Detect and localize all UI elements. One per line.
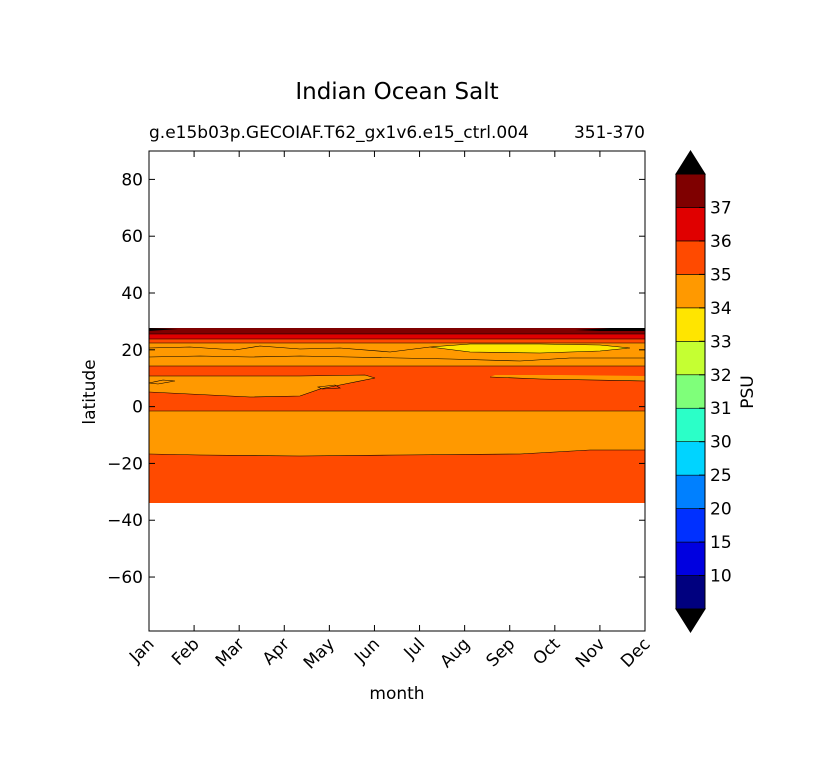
patch-over-max-west (149, 328, 178, 331)
colorbar-tick-label: 33 (710, 332, 732, 352)
colorbar-tick-label: 35 (710, 265, 732, 285)
contour-line (148, 379, 176, 385)
colorbar-segment (675, 274, 706, 309)
y-tick-label: 80 (121, 170, 143, 190)
colorbar-tick-label: 20 (710, 500, 732, 520)
colorbar-segment (675, 441, 706, 476)
colorbar-segment (675, 207, 706, 242)
x-tick-label: Feb (168, 634, 203, 669)
colorbar-segment (675, 173, 706, 208)
colorbar-segment (675, 307, 706, 342)
x-tick-label: May (300, 634, 339, 673)
x-axis-label: month (369, 684, 424, 704)
chart-subtitle-right: 351-370 (574, 123, 645, 143)
contour-line (148, 355, 645, 362)
colorbar: 10 15 20 25 30 31 32 33 34 35 36 37 (675, 150, 732, 633)
band-over-37 (149, 328, 645, 334)
x-tick-label: Aug (437, 634, 475, 672)
x-tick-label: Jan (125, 634, 158, 667)
contour-line (316, 384, 341, 390)
plot-frame (148, 150, 646, 632)
band-35-36-north (149, 339, 645, 343)
x-tick-label: Apr (259, 634, 294, 669)
y-axis: 80 60 40 20 0 −20 −40 −60 (107, 170, 645, 588)
colorbar-frame (675, 173, 706, 610)
band-35-36-south (149, 450, 645, 503)
x-tick-label: Sep (482, 634, 519, 671)
patch-34-35-west (149, 375, 375, 397)
contour-lines (148, 333, 646, 457)
contour-line (429, 343, 631, 354)
colorbar-tick-label: 32 (710, 366, 732, 386)
colorbar-tick-label: 37 (710, 198, 732, 218)
chart-subtitle-left: g.e15b03p.GECOIAF.T62_gx1v6.e15_ctrl.004 (149, 123, 529, 143)
y-axis-label: latitude (80, 359, 100, 424)
colorbar-segment (675, 474, 706, 509)
x-tick-label: Nov (572, 634, 610, 672)
contour-fill (149, 328, 645, 503)
colorbar-segment (675, 575, 706, 610)
patch-over-max-east (575, 328, 645, 331)
colorbar-tick-label: 10 (710, 567, 732, 587)
x-tick-label: Mar (212, 634, 249, 671)
y-tick-label: −20 (107, 454, 143, 474)
colorbar-tick-label: 36 (710, 232, 732, 252)
patch-33-34 (430, 344, 630, 353)
colorbar-extend-min (675, 608, 706, 633)
plot-area (148, 150, 646, 632)
colorbar-label: PSU (738, 375, 758, 409)
colorbar-segment (675, 341, 706, 376)
colorbar-segment (675, 541, 706, 576)
x-tick-label: Dec (617, 634, 654, 671)
y-tick-label: 60 (121, 227, 143, 247)
y-tick-label: 40 (121, 284, 143, 304)
y-tick-label: 20 (121, 341, 143, 361)
colorbar-segment (675, 508, 706, 543)
contour-line (148, 374, 376, 398)
colorbar-tick-label: 31 (710, 399, 732, 419)
x-tick-label: Jul (400, 634, 429, 663)
colorbar-tick-label: 25 (710, 466, 732, 486)
colorbar-extend-max (675, 150, 706, 175)
y-tick-label: −40 (107, 511, 143, 531)
contour-line (148, 449, 645, 457)
band-34-35-south (149, 411, 645, 456)
colorbar-tick-label: 34 (710, 299, 732, 319)
colorbar-tick-label: 15 (710, 533, 732, 553)
band-36-37 (149, 334, 645, 339)
colorbar-segment (675, 374, 706, 409)
chart-title: Indian Ocean Salt (295, 79, 498, 105)
colorbar-tick-label: 30 (710, 433, 732, 453)
colorbar-segment (675, 240, 706, 275)
x-tick-label: Oct (529, 634, 564, 669)
x-tick-label: Jun (350, 634, 384, 668)
patch-34-35-east (490, 375, 645, 381)
y-tick-label: 0 (132, 398, 143, 418)
colorbar-segment (675, 407, 706, 442)
contour-line (148, 345, 431, 353)
y-tick-label: −60 (107, 568, 143, 588)
contour-line (489, 376, 646, 382)
